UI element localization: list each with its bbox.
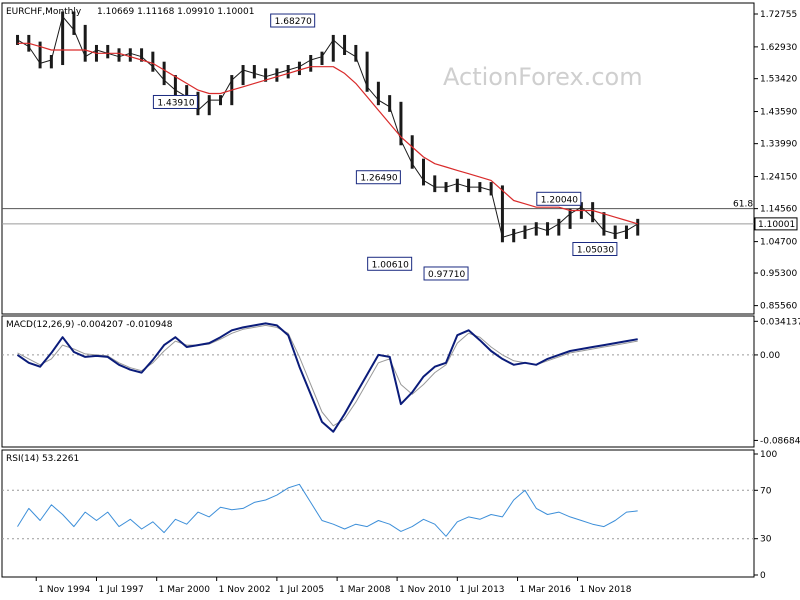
x-tick-label: 1 Mar 2008	[339, 585, 391, 595]
rsi-panel-title: RSI(14) 53.2261	[6, 454, 79, 464]
x-tick-label: 1 Jul 2005	[279, 585, 324, 595]
x-tick-label: 1 Nov 2010	[399, 585, 451, 595]
x-tick-label: 1 Mar 2016	[520, 585, 572, 595]
price-panel-frame	[1, 2, 755, 315]
moving-average-line	[17, 42, 638, 225]
price-y-tick-label: 1.04700	[760, 238, 797, 248]
price-annotation-box	[355, 170, 401, 185]
macd-y-tick-label: 0.034137	[760, 317, 800, 327]
price-y-tick-label: 1.53420	[760, 75, 797, 85]
macd-y-tick-label: 0.00	[760, 351, 780, 361]
rsi-line	[17, 483, 638, 537]
price-y-tick-label: 0.85560	[760, 302, 797, 312]
price-annotation-label: 1.00610	[372, 260, 409, 270]
price-annotation-label: 1.20040	[541, 195, 578, 205]
macd-y-tick-label: -0.086849	[760, 436, 800, 446]
price-annotation-label: 1.43910	[157, 98, 194, 108]
rsi-y-tick-label: 0	[760, 571, 766, 581]
rsi-panel-frame	[1, 449, 755, 578]
price-y-tick-label: 1.43590	[760, 108, 797, 118]
price-annotation-box	[423, 266, 469, 281]
price-y-tick-label: 1.72755	[760, 10, 797, 20]
x-tick-label: 1 Jul 2013	[459, 585, 504, 595]
x-tick-label: 1 Nov 2018	[580, 585, 632, 595]
macd-panel-title: MACD(12,26,9) -0.004207 -0.010948	[6, 320, 173, 330]
current-price-badge	[754, 217, 798, 231]
rsi-y-tick-label: 70	[760, 486, 772, 496]
price-annotation-box	[270, 13, 316, 28]
price-y-tick-label: 0.95300	[760, 269, 797, 279]
fib-61-8-label: 61.8	[733, 200, 753, 210]
price-annotation-label: 1.26490	[360, 174, 397, 184]
x-tick-label: 1 Mar 2000	[159, 585, 211, 595]
x-tick-label: 1 Jul 1997	[98, 585, 143, 595]
price-annotation-box	[152, 94, 198, 109]
price-y-tick-label: 1.62930	[760, 43, 797, 53]
price-annotation-label: 0.97710	[428, 270, 465, 280]
price-annotation-label: 1.68270	[275, 17, 312, 27]
price-annotation-box	[367, 256, 413, 271]
current-price-label: 1.10001	[758, 220, 795, 230]
price-header-symbol: EURCHF,Monthly	[6, 7, 82, 17]
price-close-line	[17, 16, 638, 238]
price-y-tick-label: 1.33990	[760, 140, 797, 150]
price-header-ohlc: 1.10669 1.11168 1.09910 1.10001	[97, 7, 254, 17]
rsi-y-tick-label: 100	[760, 450, 777, 460]
macd-panel-frame	[1, 315, 755, 448]
x-tick-label: 1 Nov 2002	[219, 585, 271, 595]
price-y-tick-label: 1.24150	[760, 173, 797, 183]
price-annotation-box	[536, 191, 582, 206]
x-tick-label: 1 Nov 1994	[38, 585, 90, 595]
macd-line	[16, 322, 638, 433]
price-annotation-label: 1.05030	[577, 246, 614, 256]
watermark: ActionForex.com	[443, 63, 643, 91]
price-annotation-box	[572, 242, 618, 257]
rsi-y-tick-label: 30	[760, 535, 772, 545]
price-y-tick-label: 1.14560	[760, 205, 797, 215]
